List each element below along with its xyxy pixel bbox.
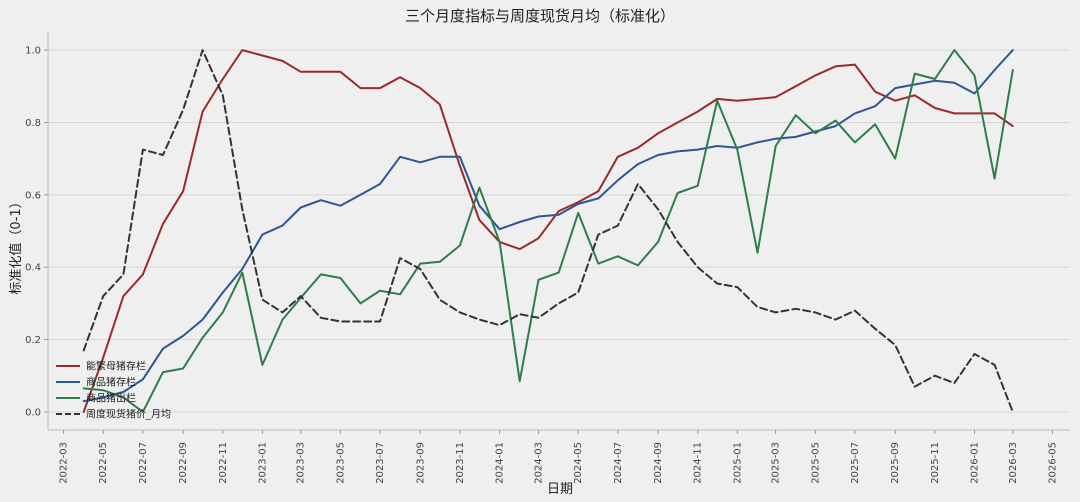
x-tick-label: 2023-11 bbox=[455, 442, 466, 484]
y-tick-label: 0.2 bbox=[25, 335, 41, 346]
x-tick-label: 2022-07 bbox=[138, 442, 149, 484]
x-tick-label: 2024-11 bbox=[693, 442, 704, 484]
x-tick-label: 2026-03 bbox=[1008, 442, 1019, 484]
x-tick-label: 2022-09 bbox=[178, 442, 189, 484]
x-tick-label: 2024-09 bbox=[653, 442, 664, 484]
x-tick-label: 2026-05 bbox=[1047, 442, 1058, 484]
x-tick-label: 2025-07 bbox=[850, 442, 861, 484]
axes: 0.0 0.2 0.4 0.6 0.8 1.0 2022-03 2022-05 2022-07 2… bbox=[25, 32, 1070, 484]
x-tick-label: 2023-05 bbox=[335, 442, 346, 484]
x-tick-label: 2022-05 bbox=[98, 442, 109, 484]
x-tick-label: 2024-01 bbox=[495, 442, 506, 484]
x-tick-label: 2025-05 bbox=[810, 442, 821, 484]
y-tick-label: 0.6 bbox=[25, 190, 41, 201]
y-tick-label: 1.0 bbox=[25, 46, 41, 57]
x-tick-label: 2023-01 bbox=[257, 442, 268, 484]
grid-lines bbox=[48, 49, 1070, 413]
x-tick-label: 2025-03 bbox=[771, 442, 782, 484]
x-tick-label: 2025-09 bbox=[890, 442, 901, 484]
x-tick-label: 2025-01 bbox=[732, 442, 743, 484]
legend-label: 能繁母猪存栏 bbox=[86, 360, 146, 373]
x-tick-label: 2023-03 bbox=[296, 442, 307, 484]
chart-title: 三个月度指标与周度现货月均（标准化） bbox=[405, 7, 675, 25]
legend-label: 周度现货猪价_月均 bbox=[86, 408, 171, 421]
legend-label: 商品猪存栏 bbox=[86, 376, 136, 389]
legend-label: 商品猪出栏 bbox=[86, 392, 136, 405]
x-tick-label: 2024-07 bbox=[613, 442, 624, 484]
series-line-3 bbox=[82, 49, 1014, 413]
series-line-4 bbox=[82, 49, 1014, 413]
x-axis-label: 日期 bbox=[547, 482, 573, 497]
series-line-1 bbox=[82, 49, 1014, 413]
y-tick-label: 0.4 bbox=[25, 263, 41, 274]
series-line-2 bbox=[82, 49, 1014, 403]
x-tick-label: 2026-01 bbox=[969, 442, 980, 484]
y-tick-label: 0.8 bbox=[25, 118, 41, 129]
series-lines bbox=[82, 49, 1014, 413]
x-tick-label: 2023-07 bbox=[375, 442, 386, 484]
x-tick-label: 2022-03 bbox=[59, 442, 70, 484]
x-tick-label: 2023-09 bbox=[415, 442, 426, 484]
x-tick-label: 2025-11 bbox=[930, 442, 941, 484]
x-tick-label: 2024-05 bbox=[573, 442, 584, 484]
y-axis-label: 标准化值（0-1） bbox=[8, 195, 24, 294]
x-tick-label: 2022-11 bbox=[218, 442, 229, 484]
y-tick-label: 0.0 bbox=[25, 407, 41, 418]
x-tick-label: 2024-03 bbox=[534, 442, 545, 484]
